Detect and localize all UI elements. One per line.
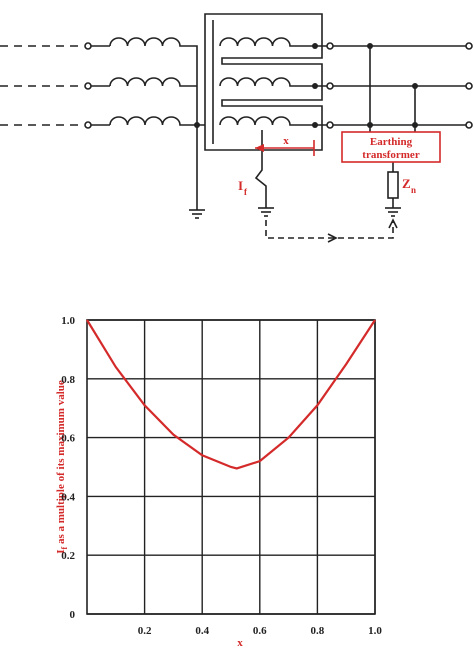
y-axis-label: If as a multiple of its maximum value [55, 380, 69, 554]
x-tick-label: 0.8 [311, 625, 325, 637]
y-tick-label: 0 [70, 609, 76, 621]
box-label: transformer [362, 149, 420, 161]
fault-label-sub: f [244, 187, 248, 197]
y-tick-label: 1.0 [61, 315, 75, 327]
y-label-sub: f [60, 546, 69, 549]
x-tick-label: 1.0 [368, 625, 382, 637]
impedance-label: Z [402, 176, 411, 191]
y-tick-label: 0.6 [61, 433, 75, 445]
y-tick-label: 0.2 [61, 550, 75, 562]
y-tick-label: 0.8 [61, 374, 75, 386]
y-label-rest: as a multiple of its maximum value [55, 380, 67, 547]
dimension-label: x [283, 135, 289, 147]
box-label: Earthing [370, 136, 413, 148]
x-tick-label: 0.2 [138, 625, 152, 637]
fault-label: I [238, 178, 243, 193]
x-tick-label: 0.6 [253, 625, 267, 637]
circuit-diagram: x Earthing transformer I f Z n [0, 13, 473, 243]
chart: x If as a multiple of its maximum value … [55, 315, 382, 649]
y-tick-label: 0.4 [61, 491, 75, 503]
data-line [86, 319, 376, 470]
y-label-main: I [55, 549, 67, 553]
x-tick-label: 0.4 [195, 625, 209, 637]
x-axis-label: x [237, 637, 243, 649]
impedance-label-sub: n [411, 185, 416, 195]
